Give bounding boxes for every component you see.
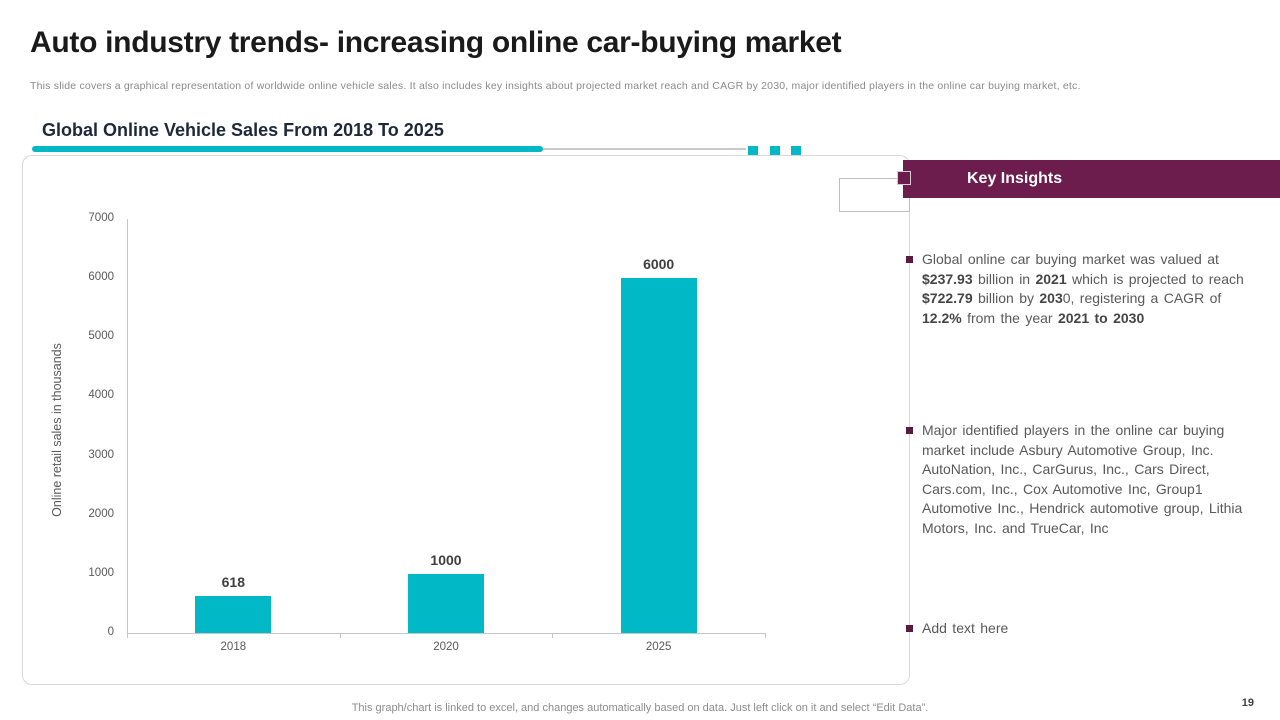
insight-bullet-1: Global online car buying market was valu… [906,250,1262,328]
bar-value-label: 1000 [430,551,462,568]
y-tick-label: 4000 [88,389,114,402]
insight-text: Global online car buying market was valu… [922,251,1244,326]
y-tick-label: 1000 [88,566,114,579]
header-square-icon [897,171,911,185]
key-insights-header: Key Insights [903,160,1280,198]
footer-note: This graph/chart is linked to excel, and… [351,702,929,714]
insight-bullet-2: Major identified players in the online c… [906,421,1262,538]
y-tick-label: 5000 [88,330,114,343]
y-axis-line [127,219,128,633]
decor-square-icon [770,146,780,156]
y-tick-label: 6000 [88,271,114,284]
bar-2025 [620,278,697,633]
decor-square-icon [791,146,801,156]
insight-text: Add text here [922,620,1009,636]
x-axis-tick [127,633,128,638]
x-axis-tick [339,633,341,638]
title-underline [32,146,543,152]
title-underline-extension [543,148,746,150]
x-tick-label: 2018 [220,641,247,653]
y-tick-label: 7000 [88,212,114,224]
bullet-square-icon [906,256,913,263]
insight-bullet-3[interactable]: Add text here [906,619,1262,639]
bullet-square-icon [906,427,913,434]
x-axis-line [127,633,765,634]
y-tick-label: 0 [107,626,114,638]
decor-square-icon [748,146,758,156]
y-tick-label: 2000 [88,507,114,520]
page-title: Auto industry trends- increasing online … [30,26,842,59]
chart-title: Global Online Vehicle Sales From 2018 To… [42,120,444,140]
page-subtitle: This slide covers a graphical representa… [30,80,1081,92]
bullet-square-icon [906,625,913,632]
x-tick-label: 2020 [433,641,459,653]
page-number: 19 [1241,697,1254,709]
bar-value-label: 6000 [643,256,675,273]
x-axis-tick [552,633,554,638]
bar-2018 [195,596,272,633]
chart-plot-area: 0 1000 2000 3000 4000 5000 6000 7000 618 2018 1000… [88,212,766,653]
x-tick-label: 2025 [645,641,672,653]
y-tick-label: 3000 [88,448,114,461]
insight-text: Major identified players in the online c… [922,422,1243,536]
bar-2020 [408,573,484,633]
x-axis-tick [765,633,766,638]
bar-value-label: 618 [221,574,245,591]
